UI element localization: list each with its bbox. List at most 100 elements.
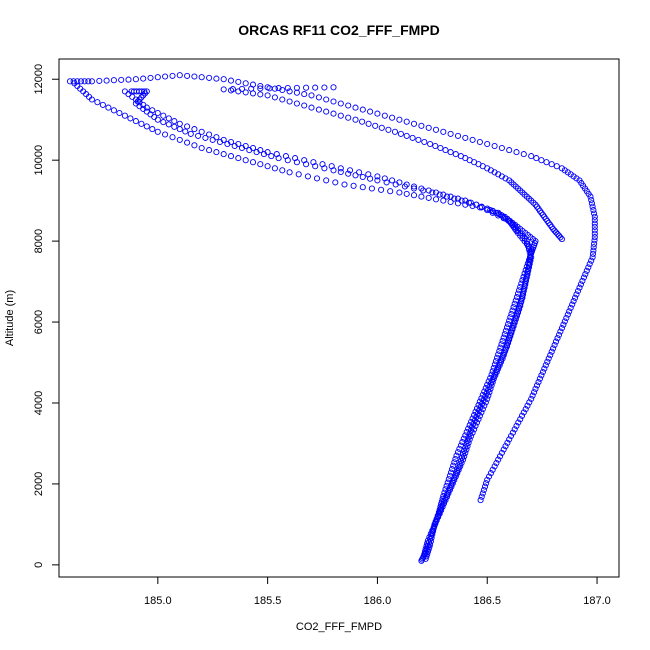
data-point <box>447 130 454 137</box>
data-point <box>443 493 451 500</box>
data-point <box>356 169 363 176</box>
data-point <box>253 149 260 156</box>
data-point <box>532 385 539 392</box>
data-point <box>227 77 235 84</box>
data-point <box>564 169 571 176</box>
data-point <box>96 77 103 84</box>
data-point <box>116 109 123 117</box>
data-point <box>558 165 565 172</box>
data-point <box>523 272 530 279</box>
data-point <box>513 149 520 156</box>
data-point <box>510 304 517 311</box>
data-point <box>454 468 461 475</box>
data-point <box>191 126 198 133</box>
data-point <box>462 134 469 141</box>
data-point <box>520 285 527 293</box>
data-point <box>589 254 596 261</box>
data-point <box>430 528 437 535</box>
data-point <box>503 324 511 331</box>
data-point <box>514 309 522 316</box>
data-point <box>588 257 595 264</box>
data-point <box>487 380 494 387</box>
data-point <box>330 98 337 105</box>
data-point <box>506 217 513 224</box>
data-point <box>257 161 264 168</box>
data-point <box>121 112 128 119</box>
data-point <box>176 120 183 127</box>
data-point <box>374 110 381 117</box>
data-point <box>480 486 487 494</box>
data-point <box>448 483 455 490</box>
chart-title: ORCAS RF11 CO2_FFF_FMPD <box>238 22 439 38</box>
data-point <box>436 191 443 198</box>
data-point <box>368 185 375 192</box>
data-point <box>308 92 315 99</box>
data-point <box>154 74 161 81</box>
data-point <box>551 227 558 234</box>
data-point <box>465 199 472 206</box>
data-point <box>491 142 498 150</box>
data-point <box>235 78 242 85</box>
data-point <box>498 144 505 152</box>
data-point <box>321 84 328 91</box>
data-point <box>266 85 273 92</box>
data-point <box>216 138 224 146</box>
data-point <box>132 76 139 83</box>
data-point <box>74 78 81 85</box>
data-point <box>352 172 359 179</box>
data-point <box>81 78 88 85</box>
data-points <box>66 72 598 564</box>
data-point <box>171 123 178 130</box>
data-point <box>490 373 497 380</box>
data-point <box>457 153 464 160</box>
data-point <box>509 307 516 314</box>
data-point <box>511 319 518 326</box>
data-point <box>132 118 139 125</box>
data-point <box>279 167 286 174</box>
data-point <box>315 106 322 113</box>
data-point <box>271 94 278 101</box>
data-point <box>585 264 592 271</box>
data-point <box>467 199 474 206</box>
data-point <box>286 98 293 105</box>
x-axis: 185.0 185.5 186.0 186.5 187.0 <box>144 576 611 607</box>
data-point <box>312 84 319 91</box>
data-point <box>432 196 440 203</box>
data-point <box>560 321 567 328</box>
data-point <box>590 244 597 251</box>
data-point <box>466 430 473 438</box>
data-point <box>563 314 570 322</box>
data-point <box>409 134 416 141</box>
data-point <box>451 459 458 466</box>
data-point <box>490 375 497 382</box>
data-point <box>520 409 527 416</box>
data-point <box>518 296 525 303</box>
data-point <box>284 157 291 164</box>
y-axis-label: Altitude (m) <box>4 290 16 346</box>
data-point <box>505 321 512 328</box>
data-point <box>440 128 447 135</box>
data-point <box>561 318 568 325</box>
data-point <box>498 358 505 365</box>
y-tick-label: 4000 <box>33 391 45 415</box>
data-point <box>372 122 379 129</box>
data-point <box>143 123 150 130</box>
data-point <box>220 86 227 93</box>
data-point <box>506 436 513 443</box>
y-axis: 0 2000 4000 6000 8000 10000 12000 <box>33 64 60 568</box>
data-point <box>543 159 550 166</box>
data-point <box>198 128 205 135</box>
data-point <box>470 420 477 427</box>
data-point <box>389 114 396 121</box>
data-point <box>403 132 410 139</box>
data-point <box>464 437 471 444</box>
data-point <box>410 183 418 190</box>
data-point <box>497 344 504 351</box>
data-point <box>392 181 399 188</box>
data-point <box>427 541 434 548</box>
data-point <box>321 165 328 172</box>
data-point <box>538 157 545 164</box>
data-point <box>495 363 502 370</box>
data-point <box>495 456 502 463</box>
